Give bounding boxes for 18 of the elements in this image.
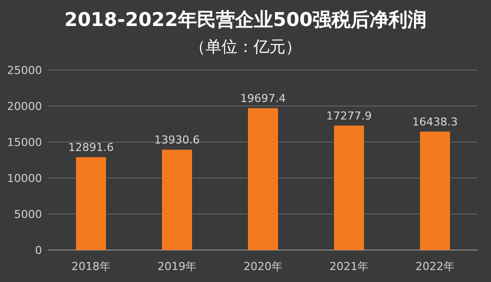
data-label: 19697.4: [240, 92, 286, 106]
chart-subtitle: （单位：亿元）: [190, 37, 302, 56]
y-tick-label: 10000: [7, 172, 42, 185]
y-tick-label: 0: [35, 244, 42, 257]
x-tick-label: 2022年: [416, 260, 454, 273]
y-tick-label: 20000: [7, 100, 42, 113]
data-label: 16438.3: [412, 116, 458, 129]
y-tick-label: 5000: [14, 208, 42, 221]
chart-title: 2018-2022年民营企业500强税后净利润: [64, 9, 427, 31]
x-tick-label: 2020年: [244, 260, 282, 273]
data-label: 13930.6: [154, 134, 200, 147]
data-label: 12891.6: [68, 141, 114, 154]
data-label: 17277.9: [326, 110, 372, 123]
y-tick-label: 15000: [7, 136, 42, 149]
x-tick-label: 2021年: [330, 260, 368, 273]
x-tick-label: 2019年: [158, 260, 196, 273]
x-tick-label: 2018年: [72, 260, 110, 273]
y-tick-label: 25000: [7, 64, 42, 77]
